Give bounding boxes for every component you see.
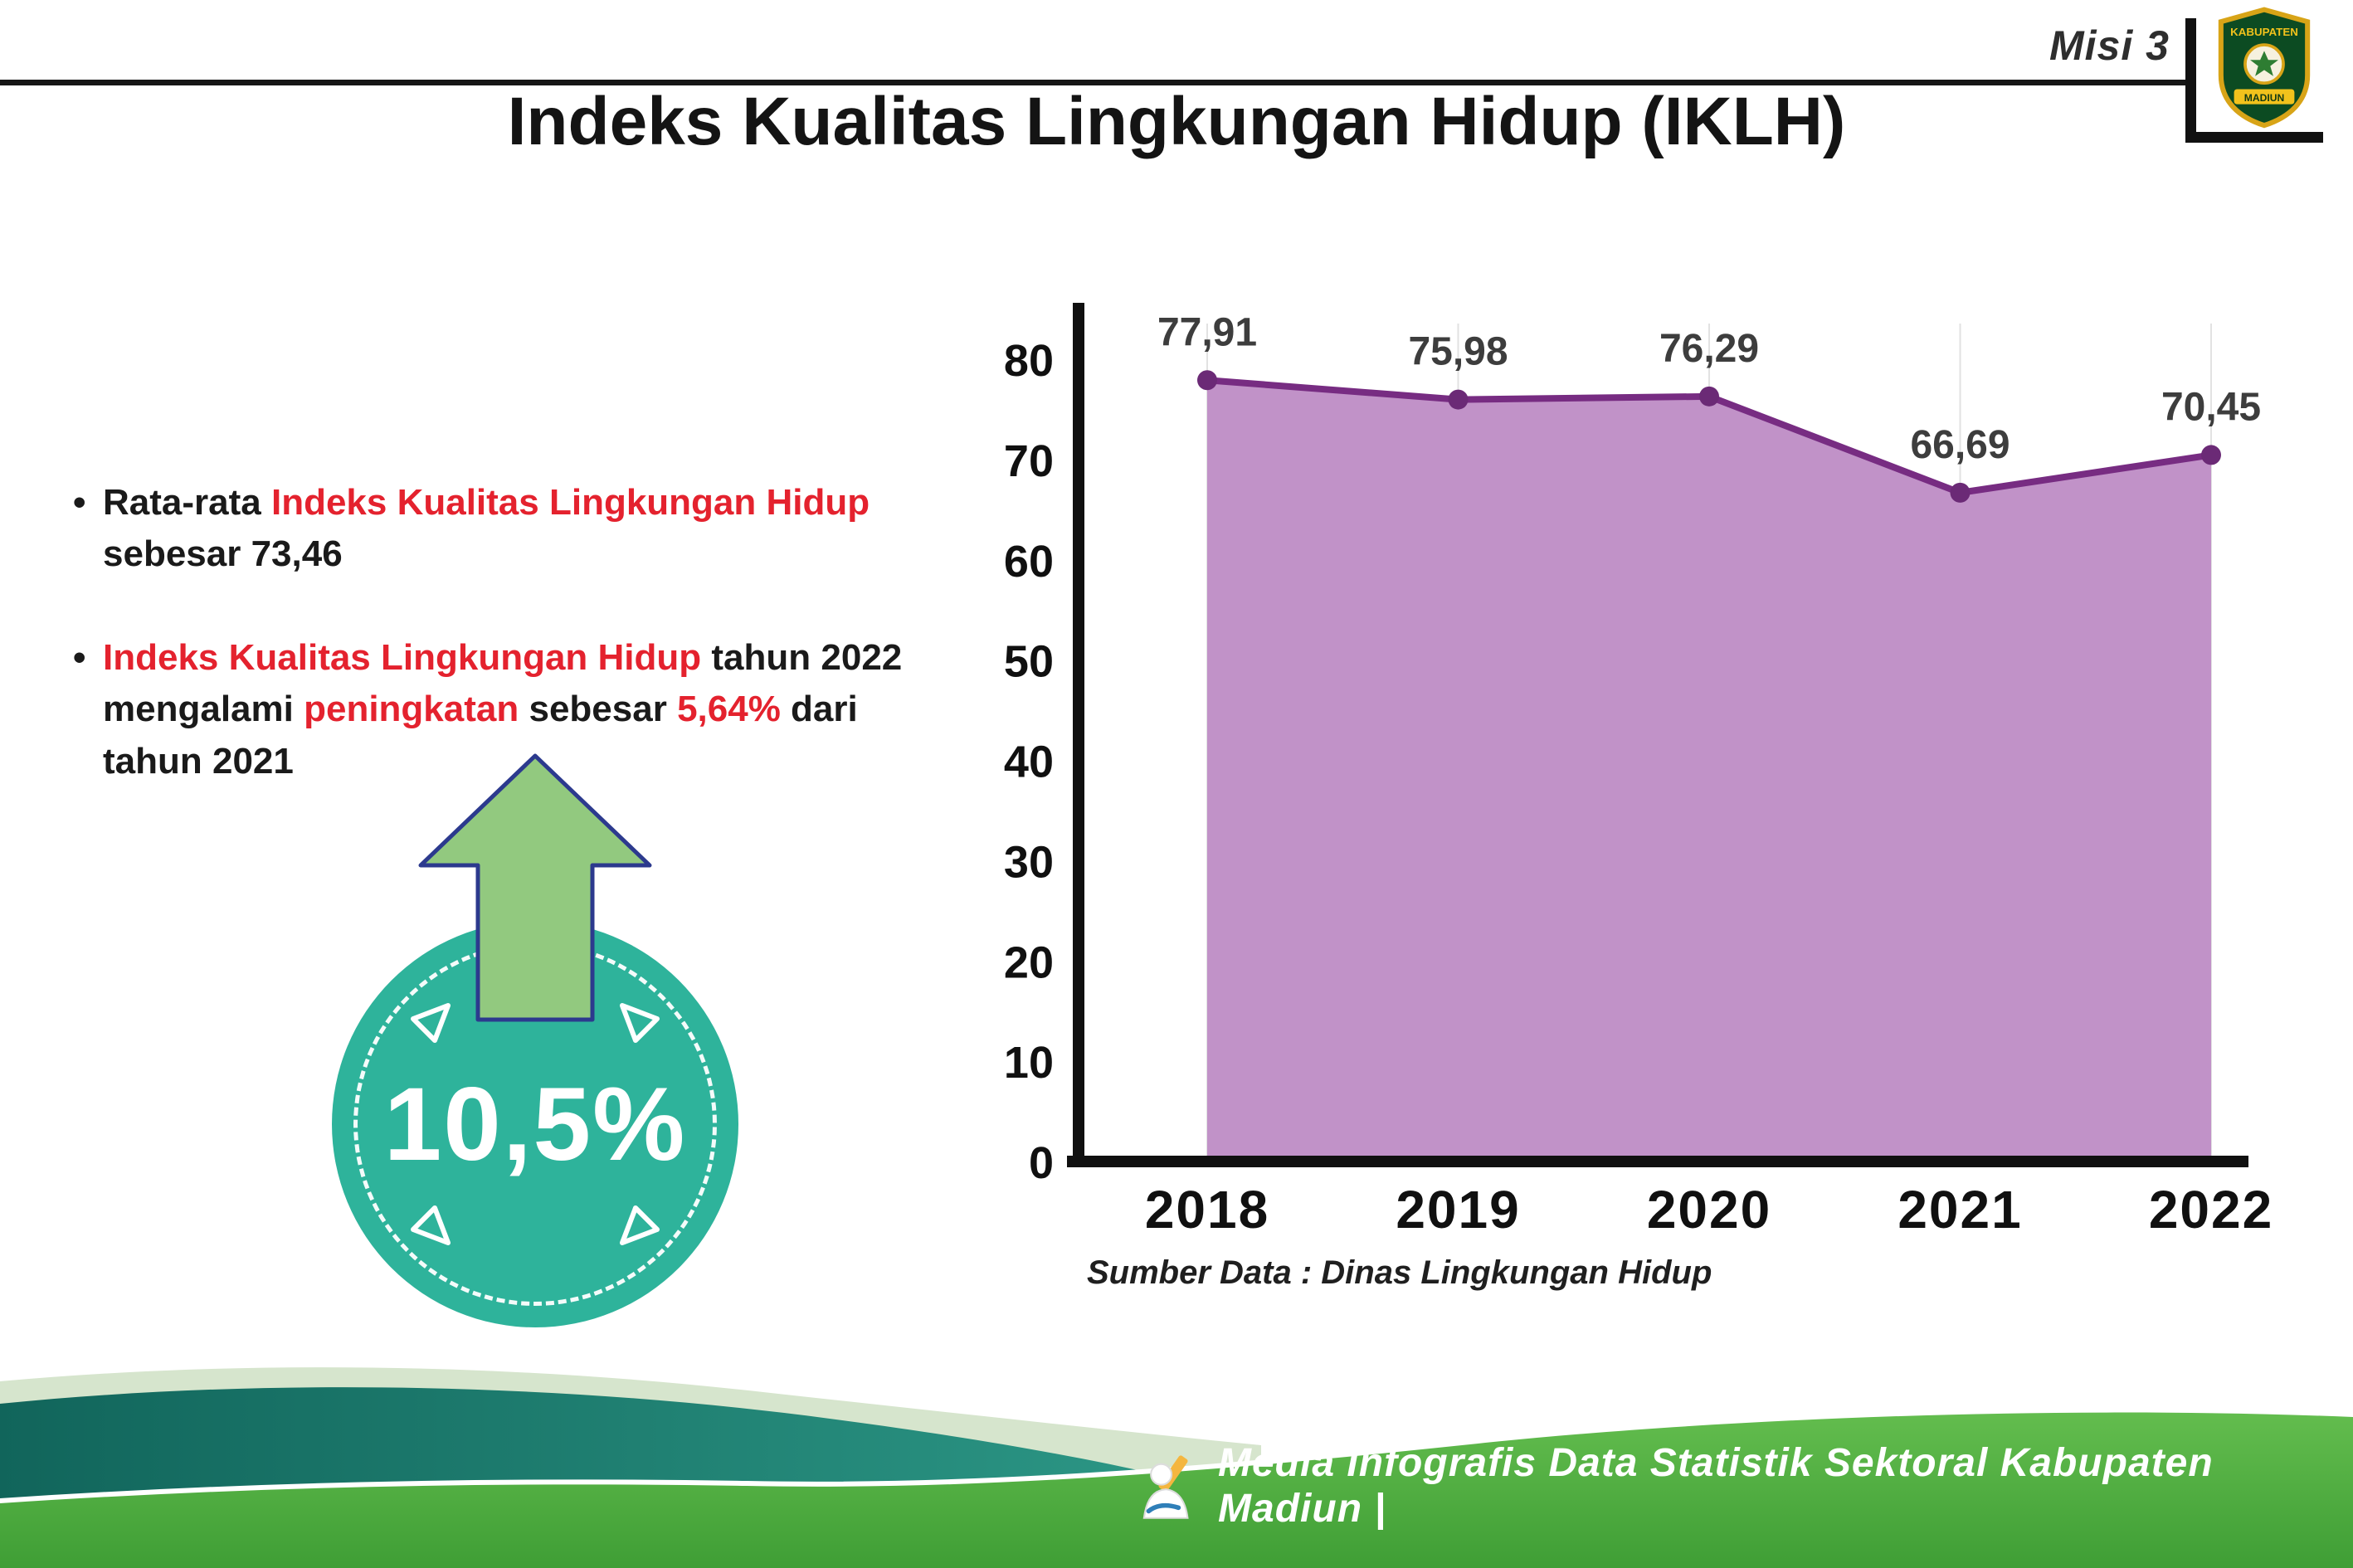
data-point — [2201, 445, 2221, 465]
crest-banner — [2234, 89, 2295, 105]
data-label: 66,69 — [1910, 423, 2010, 467]
bullet-item-increase: • Indeks Kualitas Lingkungan Hidup tahun… — [73, 632, 1002, 787]
logo-corner-frame — [2185, 18, 2323, 143]
chart-area-fill — [1207, 380, 2211, 1161]
crest-star-icon — [2250, 51, 2278, 76]
chart-canvas: 0 10 20 30 40 50 60 70 80 77,91 75,98 76,29 66,69 70,… — [1004, 303, 2273, 1239]
footer-caption-row: Media Infografis Data Statistik Sektoral… — [1133, 1440, 2353, 1531]
data-point — [1699, 386, 1719, 407]
source-note: Sumber Data : Dinas Lingkungan Hidup — [1087, 1254, 1712, 1291]
growth-badge: 10,5% — [319, 751, 751, 1348]
bullet2-text-3: mengalami — [103, 689, 304, 730]
y-tick-label: 60 — [1004, 537, 1054, 587]
crest-shield-icon: KABUPATEN MADIUN — [2218, 7, 2311, 129]
y-tick-label: 20 — [1004, 937, 1054, 987]
bullet2-text-5: sebesar — [519, 689, 678, 730]
footer-wave — [0, 1367, 2353, 1568]
badge-value: 10,5% — [383, 1066, 687, 1182]
bullet-marker: • — [73, 636, 86, 678]
bullet1-text-1: Rata-rata — [103, 482, 271, 523]
data-label: 75,98 — [1408, 330, 1508, 374]
badge-circle: 10,5% — [332, 921, 738, 1327]
crest-bottom-text: MADIUN — [2244, 92, 2285, 104]
data-label: 77,91 — [1157, 310, 1257, 354]
mascot-icon — [1142, 1455, 1189, 1519]
x-tick-label: 2022 — [2149, 1180, 2273, 1239]
bullet-list: • Rata-rata Indeks Kualitas Lingkungan H… — [73, 477, 1002, 839]
footer-caption: Media Infografis Data Statistik Sektoral… — [1218, 1441, 2214, 1531]
iklh-chart: 0 10 20 30 40 50 60 70 80 77,91 75,98 76,29 66,69 70,… — [979, 290, 2273, 1253]
y-tick-label: 10 — [1004, 1038, 1054, 1088]
bullet2-text-4: peningkatan — [304, 689, 519, 730]
kabupaten-madiun-logo: KABUPATEN MADIUN — [2214, 7, 2315, 129]
data-point — [1448, 389, 1469, 410]
bullet2-text-8: tahun 2021 — [103, 740, 294, 782]
x-tick-label: 2019 — [1396, 1180, 1520, 1239]
data-point — [1197, 370, 1217, 391]
y-tick-label: 30 — [1004, 837, 1054, 887]
data-label: 70,45 — [2161, 385, 2261, 429]
bullet1-text-3: sebesar 73,46 — [103, 533, 343, 575]
bullet2-text-2: tahun 2022 — [701, 636, 903, 678]
x-tick-label: 2018 — [1145, 1180, 1269, 1239]
x-tick-label: 2020 — [1647, 1180, 1771, 1239]
crest-top-text: KABUPATEN — [2230, 26, 2298, 38]
y-tick-label: 0 — [1029, 1138, 1054, 1188]
up-arrow-icon — [418, 753, 652, 1022]
header-rule — [0, 80, 2190, 85]
page-title: Indeks Kualitas Lingkungan Hidup (IKLH) — [507, 84, 1846, 159]
bullet1-text-2: Indeks Kualitas Lingkungan Hidup — [270, 482, 870, 523]
bullet-item-average: • Rata-rata Indeks Kualitas Lingkungan H… — [73, 477, 1002, 581]
bullet2-text-6: 5,64% — [677, 689, 781, 730]
misi-label: Misi 3 — [2049, 22, 2170, 69]
data-point — [1950, 482, 1971, 503]
y-tick-label: 70 — [1004, 436, 1054, 486]
y-tick-label: 80 — [1004, 336, 1054, 386]
bullet-marker: • — [73, 482, 86, 523]
bullet2-text-1: Indeks Kualitas Lingkungan Hidup — [103, 636, 702, 678]
y-tick-label: 50 — [1004, 637, 1054, 687]
bullet2-text-7: dari — [780, 689, 858, 730]
y-tick-label: 40 — [1004, 738, 1054, 787]
x-tick-label: 2021 — [1898, 1180, 2022, 1239]
footer-green-wave — [0, 1412, 2353, 1568]
data-label: 76,29 — [1659, 327, 1759, 371]
